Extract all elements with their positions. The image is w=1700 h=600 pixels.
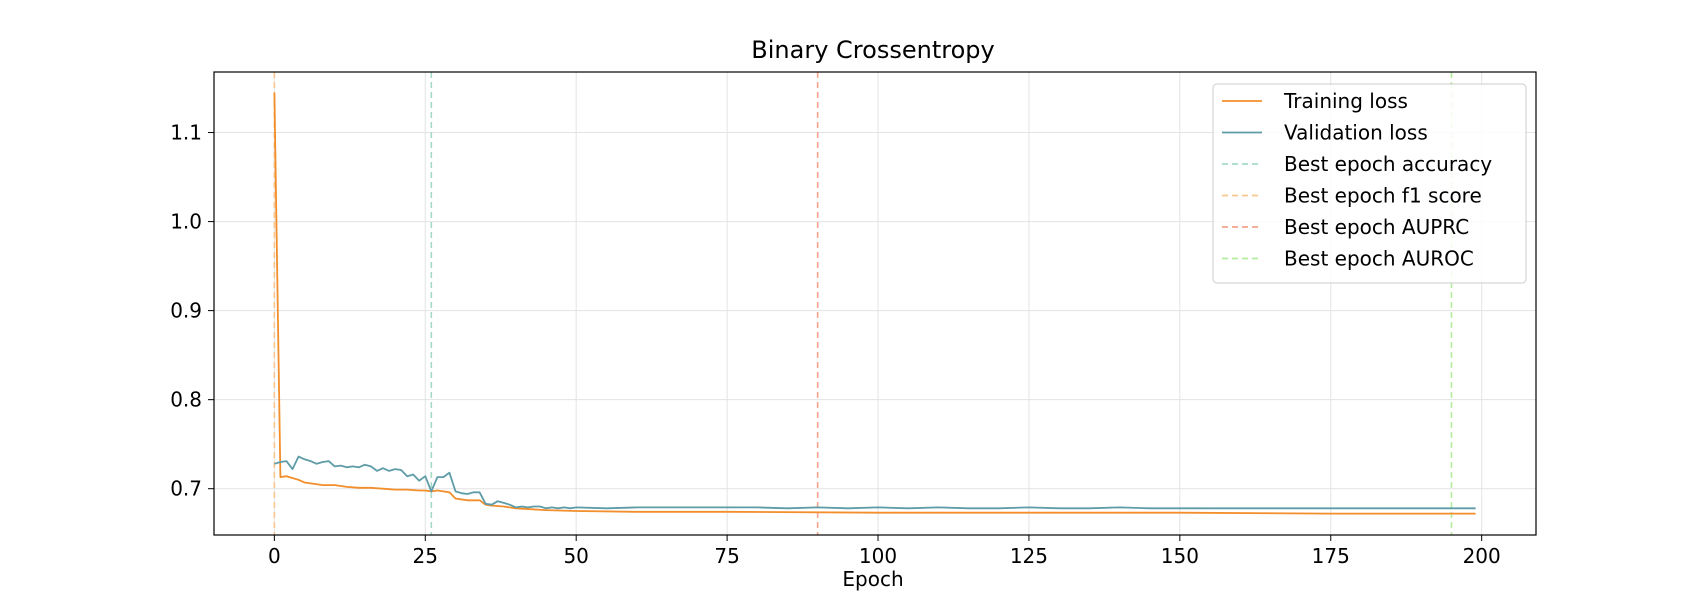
y-tick-label: 1.1 [170, 121, 202, 145]
x-tick-label: 25 [413, 544, 438, 568]
legend-label: Best epoch f1 score [1284, 184, 1482, 208]
best-epoch-lines [273, 72, 1453, 535]
y-tick-label: 1.0 [170, 210, 202, 234]
x-tick-label: 175 [1312, 544, 1350, 568]
series-lines [273, 92, 1476, 515]
legend-label: Best epoch AUROC [1284, 247, 1474, 271]
x-tick-label: 150 [1161, 544, 1199, 568]
legend-box [1212, 83, 1527, 284]
x-tick-label: 100 [859, 544, 897, 568]
y-tick-label: 0.9 [170, 299, 202, 323]
y-tick-label: 0.8 [170, 388, 202, 412]
legend-label: Training loss [1283, 89, 1408, 113]
plot-frame [213, 71, 1537, 536]
legend-label: Best epoch AUPRC [1284, 215, 1469, 239]
axis-ticks: 0 25 50 75 100 125 150 175 200 0.7 0.8 0.9 1.0 1.1 [170, 121, 1501, 568]
x-tick-label: 125 [1010, 544, 1048, 568]
legend: Training loss Validation loss Best epoch a… [1212, 83, 1527, 284]
y-tick-label: 0.7 [170, 477, 202, 501]
x-tick-label: 50 [563, 544, 588, 568]
x-tick-label: 200 [1463, 544, 1501, 568]
legend-label: Validation loss [1284, 121, 1428, 145]
chart-title: Binary Crossentropy [751, 36, 994, 64]
x-tick-label: 75 [714, 544, 739, 568]
legend-label: Best epoch accuracy [1284, 152, 1492, 176]
x-axis-label: Epoch [842, 567, 903, 591]
x-tick-label: 0 [268, 544, 281, 568]
validation-loss-line [274, 455, 1476, 510]
training-loss-line [273, 92, 1476, 515]
